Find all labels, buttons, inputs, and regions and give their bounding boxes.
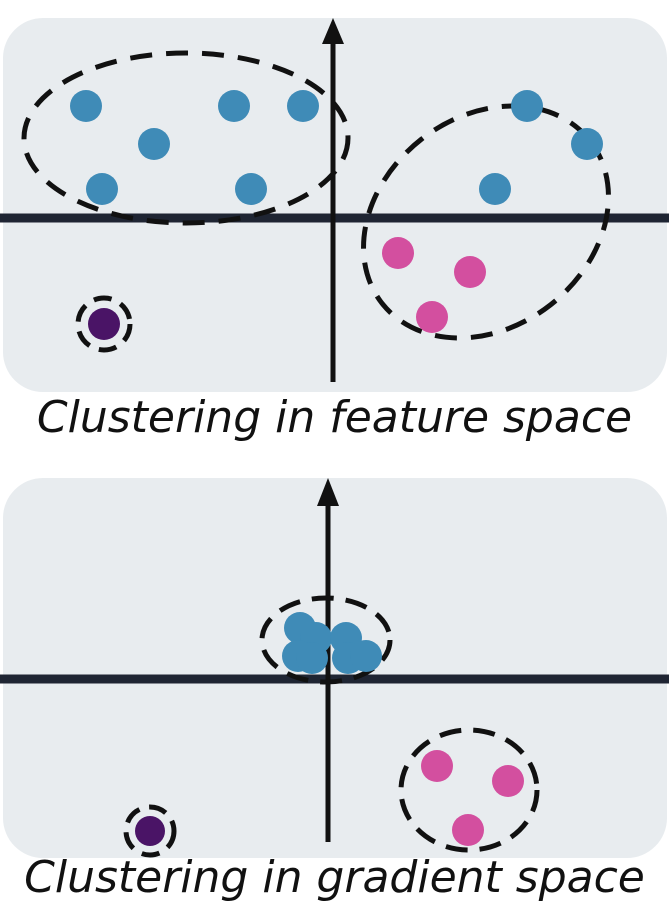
panel-background <box>3 478 667 858</box>
blue-point <box>138 128 170 160</box>
feature-space-caption: Clustering in feature space <box>0 396 669 440</box>
outlier-point <box>135 816 165 846</box>
blue-point <box>70 90 102 122</box>
blue-point <box>350 640 382 672</box>
pink-point <box>454 256 486 288</box>
blue-point <box>218 90 250 122</box>
blue-point <box>479 173 511 205</box>
pink-point <box>492 765 524 797</box>
pink-point <box>382 237 414 269</box>
blue-point <box>511 90 543 122</box>
pink-point <box>416 301 448 333</box>
gradient-space-caption: Clustering in gradient space <box>0 856 669 900</box>
pink-point <box>421 750 453 782</box>
blue-point <box>287 90 319 122</box>
gradient-space-diagram <box>0 468 669 860</box>
feature-space-diagram <box>0 0 669 396</box>
blue-point <box>571 128 603 160</box>
pink-point <box>452 814 484 846</box>
outlier-point <box>88 308 120 340</box>
blue-point <box>296 642 328 674</box>
blue-point <box>235 173 267 205</box>
blue-point <box>86 173 118 205</box>
